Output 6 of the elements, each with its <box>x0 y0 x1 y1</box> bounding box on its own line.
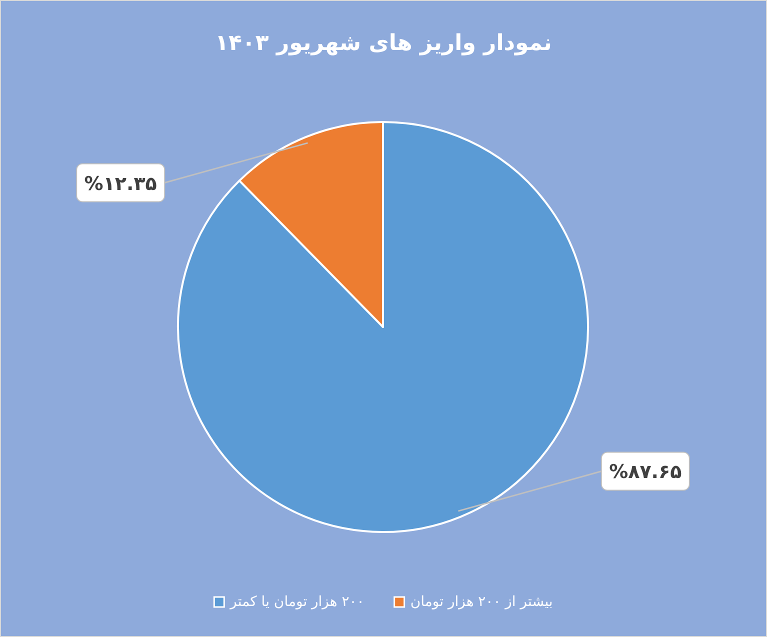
data-label: %۸۷.۶۵ <box>609 461 682 484</box>
legend-label: بیشتر از ۲۰۰ هزار تومان <box>410 594 553 610</box>
pie-slice <box>177 121 589 533</box>
legend-label: ۲۰۰ هزار تومان یا کمتر <box>229 594 364 610</box>
data-label: %۱۲.۳۵ <box>84 172 158 195</box>
chart-title: نمودار واریز های شهریور ۱۴۰۳ <box>215 31 552 56</box>
